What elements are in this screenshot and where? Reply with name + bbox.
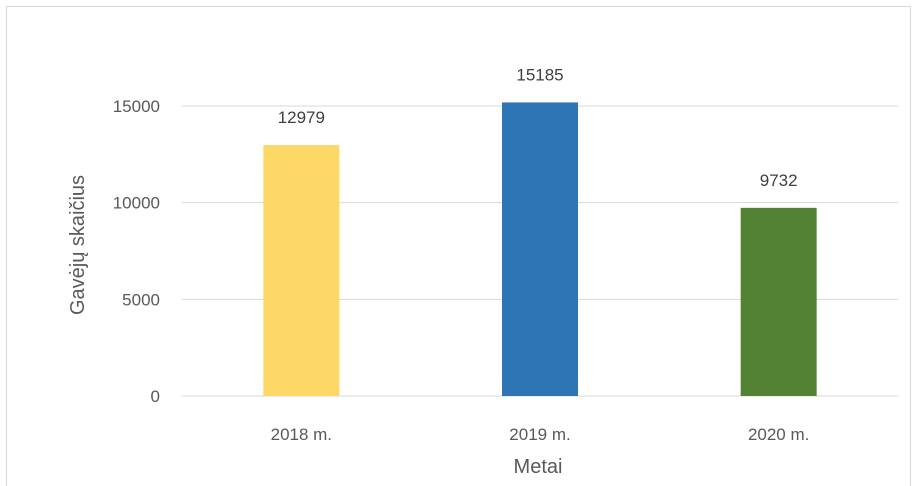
x-tick-label: 2019 m. bbox=[509, 425, 570, 444]
bars bbox=[263, 102, 817, 396]
y-tick-label: 10000 bbox=[113, 194, 160, 213]
data-labels: 12979 15185 9732 bbox=[278, 65, 798, 189]
y-tick-label: 15000 bbox=[113, 97, 160, 116]
x-tick-label: 2020 m. bbox=[748, 425, 809, 444]
y-tick-label: 0 bbox=[151, 387, 160, 406]
bar bbox=[740, 207, 817, 396]
y-axis-ticks: 0 5000 10000 15000 bbox=[113, 97, 160, 406]
data-label: 15185 bbox=[516, 65, 563, 84]
bar bbox=[502, 102, 578, 396]
x-axis-title: Metai bbox=[514, 456, 563, 478]
bar bbox=[263, 145, 340, 396]
x-tick-label: 2018 m. bbox=[271, 425, 332, 444]
data-label: 9732 bbox=[760, 171, 798, 190]
x-axis-ticks: 2018 m. 2019 m. 2020 m. bbox=[271, 425, 810, 444]
y-axis-title: Gavėjų skaičius bbox=[67, 175, 89, 315]
y-tick-label: 5000 bbox=[122, 290, 160, 309]
data-label: 12979 bbox=[278, 108, 325, 127]
